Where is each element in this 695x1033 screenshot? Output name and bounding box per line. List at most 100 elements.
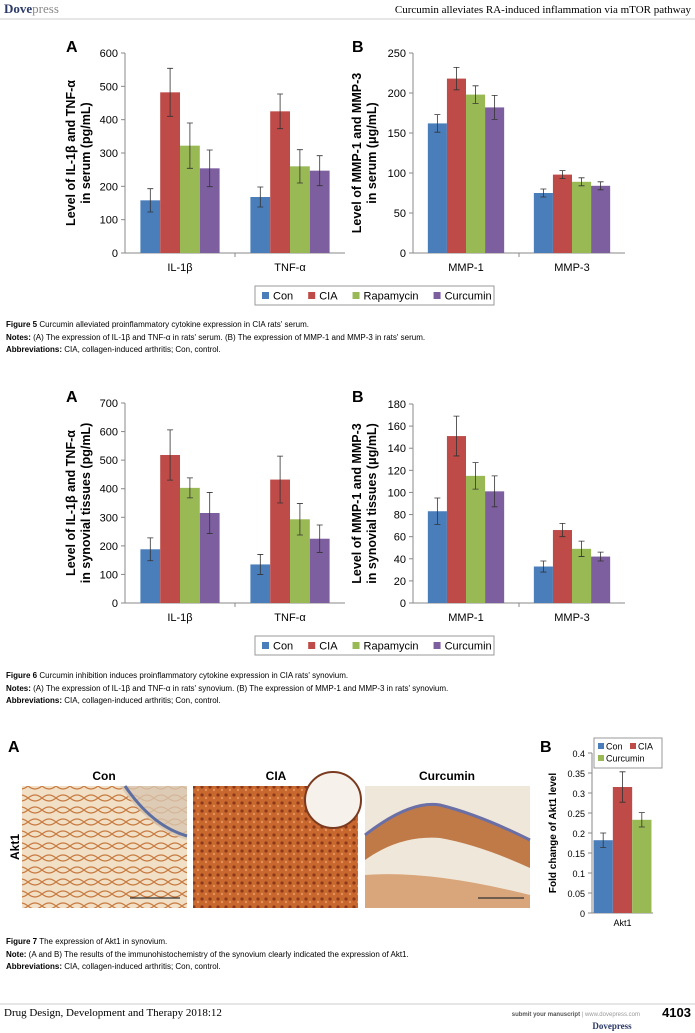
caption: Figure 5 Curcumin alleviated proinflamma… <box>6 320 309 329</box>
notes-text: (A and B) The results of the immunohisto… <box>26 950 408 959</box>
panel-letter: A <box>66 389 78 406</box>
bar <box>591 556 611 603</box>
panel-letter: A <box>66 39 78 56</box>
legend-label: Con <box>606 742 623 752</box>
abbreviations: Abbreviations: CIA, collagen-induced art… <box>6 696 221 705</box>
y-tick-label: 0 <box>400 248 406 260</box>
y-tick-label: 0.35 <box>567 769 585 779</box>
abbr-label: Abbreviations: <box>6 696 62 705</box>
footer-logo: Dovepress <box>592 1021 632 1031</box>
y-tick-label: 100 <box>388 168 406 180</box>
caption-text: Curcumin inhibition induces proinflammat… <box>37 671 348 680</box>
legend-swatch <box>308 292 316 299</box>
site: | www.dovepress.com <box>580 1012 640 1018</box>
bar <box>180 145 200 253</box>
notes-label: Notes: <box>6 333 31 342</box>
error-bar <box>186 122 193 169</box>
error-bar <box>540 188 547 198</box>
x-tick-label: MMP-1 <box>448 262 483 274</box>
panel-letter: B <box>352 389 364 406</box>
y-tick-label: 120 <box>388 465 406 477</box>
row-label: Akt1 <box>8 834 22 860</box>
error-bar <box>296 149 303 184</box>
y-tick-label: 300 <box>100 512 118 524</box>
bar <box>270 479 290 603</box>
y-tick-label: 60 <box>394 532 406 544</box>
bar <box>160 92 180 253</box>
bar <box>612 787 633 913</box>
panel-letter: A <box>8 739 20 756</box>
bar <box>533 193 553 253</box>
error-bar <box>597 551 604 562</box>
bar <box>593 840 613 913</box>
y-tick-label: 40 <box>394 554 406 566</box>
column-label: CIA <box>266 769 287 783</box>
bar <box>485 107 505 254</box>
bar <box>485 491 505 603</box>
error-bar <box>186 477 193 499</box>
y-tick-label: 0.25 <box>567 809 585 819</box>
legend-label: Curcumin <box>445 641 492 653</box>
y-tick-label: 300 <box>100 148 118 160</box>
bar <box>466 475 486 603</box>
error-bar <box>206 492 213 534</box>
y-tick-label: 20 <box>394 576 406 588</box>
y-tick-label: 140 <box>388 443 406 455</box>
x-tick-label: MMP-3 <box>554 262 589 274</box>
error-bar <box>619 771 626 803</box>
logo: Dovepress <box>4 1 59 16</box>
legend-label: Con <box>273 291 293 303</box>
y-tick-label: 0.1 <box>572 869 585 879</box>
legend-label: CIA <box>638 742 653 752</box>
bar <box>199 168 220 253</box>
y-axis-label: Level of MMP-1 and MMP-3 <box>350 423 364 583</box>
y-tick-label: 50 <box>394 208 406 220</box>
x-tick-label: TNF-α <box>274 262 306 274</box>
bar <box>250 197 271 253</box>
error-bar <box>257 186 264 208</box>
y-tick-label: 0 <box>400 598 406 610</box>
x-tick-label: MMP-3 <box>554 612 589 624</box>
bar <box>270 111 290 253</box>
caption-label: Figure 6 <box>6 671 38 680</box>
x-tick-label: TNF-α <box>274 612 306 624</box>
notes: Notes: (A) The expression of IL-1β and T… <box>6 684 448 693</box>
x-tick-label: Akt1 <box>613 918 631 928</box>
abbr-text: CIA, collagen-induced arthritis; Con, co… <box>62 345 221 354</box>
error-bar <box>453 415 460 457</box>
caption-label: Figure 7 <box>6 937 38 946</box>
y-tick-label: 500 <box>100 81 118 93</box>
bar <box>290 166 310 253</box>
notes: Notes: (A) The expression of IL-1β and T… <box>6 333 425 342</box>
bar <box>533 566 553 603</box>
legend-swatch <box>262 642 269 649</box>
error-bar <box>434 114 441 133</box>
legend: Con CIA Rapamycin Curcumin <box>254 285 495 306</box>
error-bar <box>540 560 547 573</box>
bar <box>290 519 310 603</box>
submit-link[interactable]: submit your manuscript | www.dovepress.c… <box>512 1012 640 1018</box>
legend-label: Con <box>273 641 293 653</box>
error-bar <box>147 537 154 562</box>
y-tick-label: 80 <box>394 510 406 522</box>
bar <box>427 123 447 254</box>
bar <box>552 174 572 253</box>
y-axis-label: in serum (μg/mL) <box>365 102 379 203</box>
y-tick-label: 600 <box>100 427 118 439</box>
y-tick-label: 250 <box>388 48 406 60</box>
error-bar <box>472 462 479 490</box>
error-bar <box>453 67 460 91</box>
legend-swatch <box>352 292 360 299</box>
page-number: 4103 <box>662 1005 691 1020</box>
bar <box>552 530 572 603</box>
y-axis-label: in serum (pg/mL) <box>79 102 93 203</box>
bar <box>632 819 652 913</box>
error-bar <box>559 523 566 538</box>
y-tick-label: 700 <box>100 398 118 410</box>
bar <box>572 181 592 253</box>
micrograph <box>22 785 188 908</box>
legend-box <box>254 635 495 656</box>
error-bar <box>206 149 213 188</box>
y-tick-label: 0.2 <box>572 829 585 839</box>
logo-light: press <box>32 1 59 16</box>
